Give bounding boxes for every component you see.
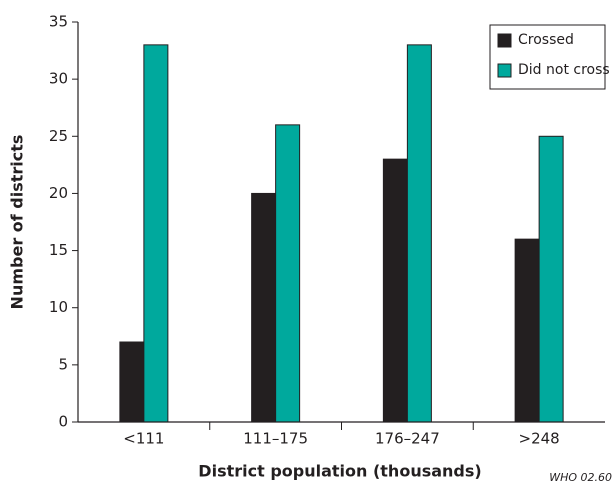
y-tick-label: 5 [58,355,68,373]
y-tick-label: 10 [49,298,68,316]
x-tick-label: 176–247 [375,430,440,448]
bar [538,135,564,423]
x-tick-label: 111–175 [243,430,308,448]
bar [251,192,277,423]
bar [275,124,301,423]
legend-label: Did not cross [518,62,610,78]
x-axis-title: District population (thousands) [198,462,481,481]
bar [406,44,432,423]
y-tick-label: 25 [49,127,68,145]
y-tick-label: 30 [49,70,68,88]
y-tick-label: 15 [49,241,68,259]
bar [119,341,145,423]
y-axis-title: Number of districts [8,135,27,310]
bar [143,44,169,423]
x-tick-label: >248 [519,430,560,448]
bar [514,238,540,423]
y-tick-label: 0 [58,413,68,431]
legend-swatch [497,33,512,48]
x-tick-label: <111 [123,430,164,448]
legend-swatch [497,63,512,78]
y-tick-label: 35 [49,13,68,31]
annotation: WHO 02.60 [549,471,612,484]
legend-label: Crossed [518,32,574,48]
y-tick-label: 20 [49,184,68,202]
bar [382,158,408,423]
